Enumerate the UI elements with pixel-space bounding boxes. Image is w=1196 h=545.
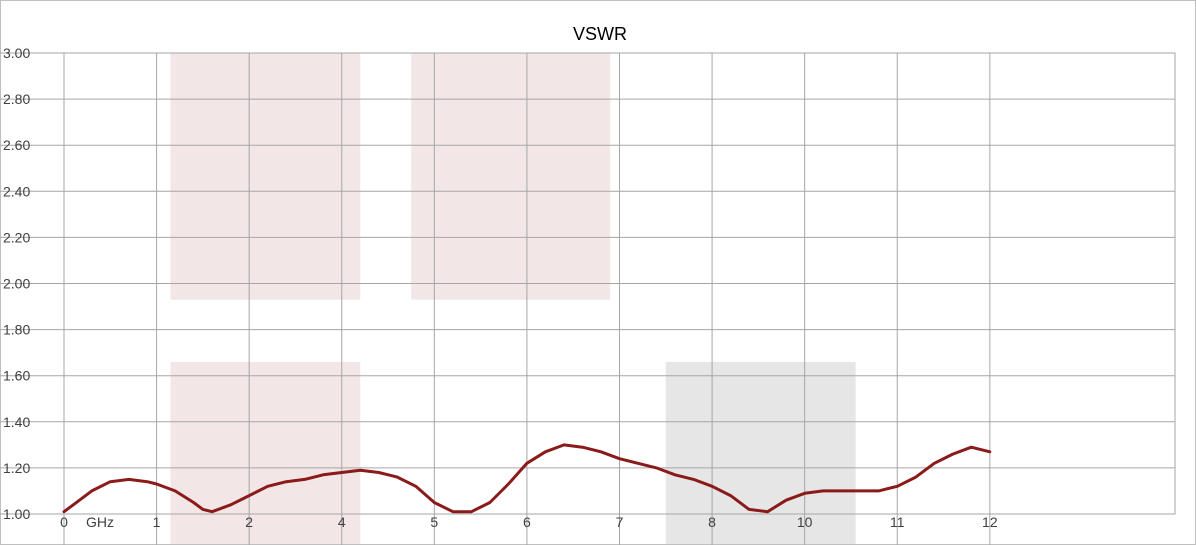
y-tick-label: 1.20 (3, 460, 30, 476)
y-tick-label: 2.80 (3, 91, 30, 107)
x-tick-label: 1 (153, 514, 161, 530)
x-tick-label: 8 (708, 514, 716, 530)
y-tick-label: 1.80 (3, 322, 30, 338)
y-tick-label: 2.40 (3, 183, 30, 199)
y-tick-label: 3.00 (3, 45, 30, 61)
shaded-region-3 (665, 361, 856, 544)
shaded-region-1 (411, 53, 611, 300)
x-tick-label: 4 (338, 514, 346, 530)
x-tick-label: 11 (890, 514, 905, 530)
series-layer (62, 443, 992, 514)
y-tick-label: 1.40 (3, 414, 30, 430)
y-tick-label: 1.60 (3, 368, 30, 384)
y-axis-tick-labels: 1.00 1.20 1.40 1.60 1.80 2.00 2.20 2.40 2.60 2.80… (3, 45, 30, 522)
y-tick-label: 2.20 (3, 229, 30, 245)
x-tick-label: 7 (616, 514, 624, 530)
x-tick-label: 0 (60, 514, 68, 530)
x-tick-label: 2 (245, 514, 253, 530)
shaded-region-0 (170, 53, 361, 300)
x-unit-label: GHz (86, 514, 114, 530)
vswr-series-line (62, 443, 992, 514)
y-tick-label: 2.00 (3, 276, 30, 292)
chart-title: VSWR (573, 24, 627, 44)
y-tick-label: 2.60 (3, 137, 30, 153)
x-tick-label: 6 (523, 514, 531, 530)
plot-area-border (63, 52, 1176, 515)
x-tick-label: 12 (982, 514, 998, 530)
shaded-region-2 (170, 361, 361, 544)
x-tick-label: 10 (797, 514, 813, 530)
x-tick-label: 5 (430, 514, 438, 530)
y-tick-label: 1.00 (3, 506, 30, 522)
